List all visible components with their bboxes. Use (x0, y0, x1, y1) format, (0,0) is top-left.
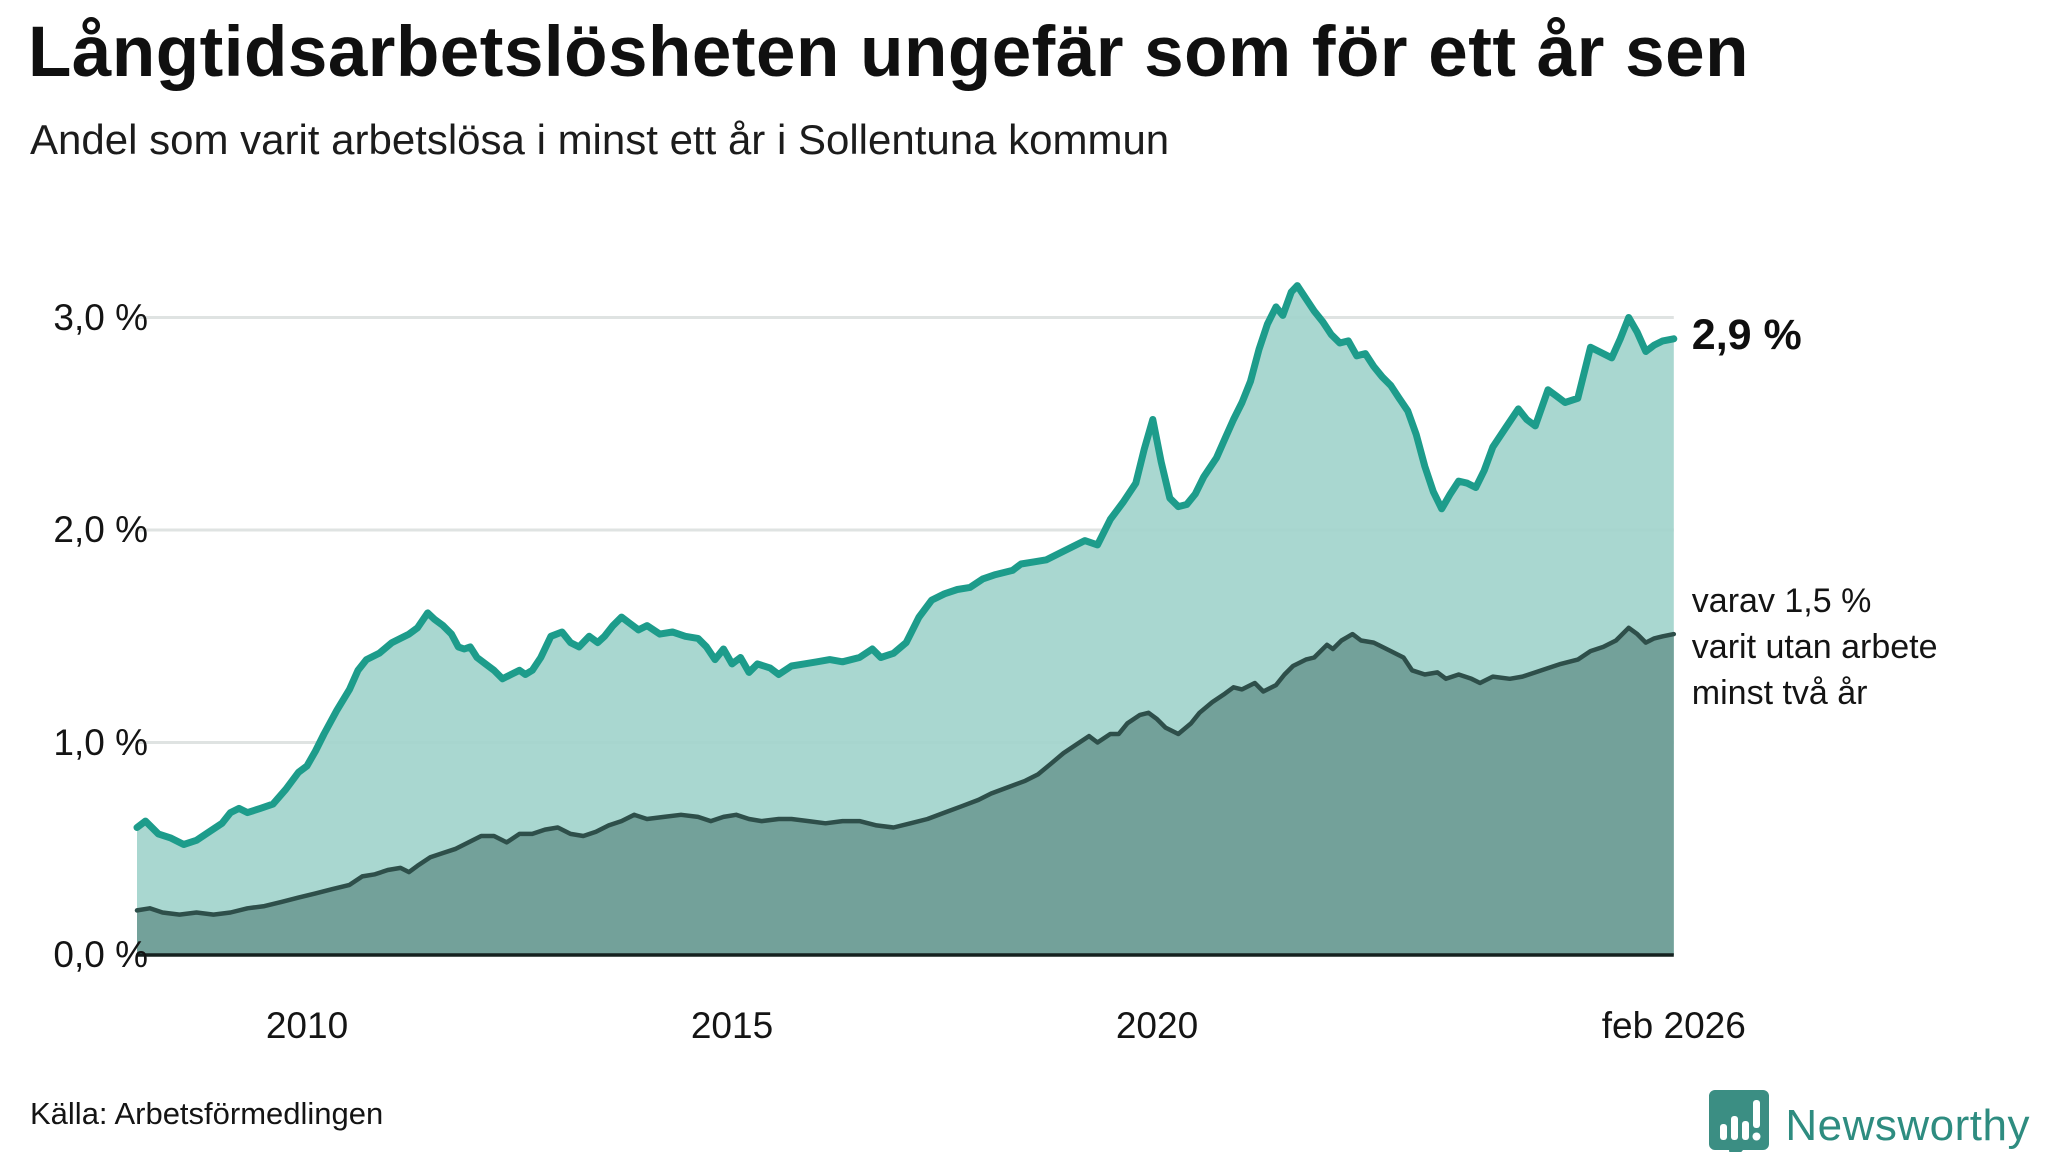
series2-annotation-line: varit utan arbete (1691, 628, 1938, 666)
newsworthy-barchart-pin-icon (1709, 1090, 1770, 1152)
newsworthy-brand: Newsworthy (1707, 1088, 2030, 1152)
series-line-1 (133, 282, 1678, 848)
series2-annotation-line: minst två år (1691, 674, 1868, 712)
chart-subtitle: Andel som varit arbetslösa i minst ett å… (30, 116, 1170, 163)
x-axis-tick-label: 2010 (265, 1005, 349, 1046)
series2-annotation-line: varav 1,5 % (1691, 582, 1872, 620)
series-area-2 (137, 627, 1674, 955)
y-axis-tick-label: 0,0 % (53, 934, 148, 975)
source-credit: Källa: Arbetsförmedlingen (30, 1096, 384, 1131)
series-line-2 (134, 625, 1677, 917)
x-axis-tick-label: 2015 (690, 1005, 774, 1046)
x-axis-tick-label: 2020 (1115, 1005, 1199, 1046)
chart-title: Långtidsarbetslösheten ungefär som för e… (28, 13, 1749, 92)
brand-name: Newsworthy (1785, 1101, 2030, 1150)
y-axis-tick-label: 1,0 % (53, 721, 148, 763)
series2-annotation: varav 1,5 % varit utan arbete minst två år (1692, 578, 1938, 716)
x-axis-tick-label: feb 2026 (1601, 1005, 1746, 1046)
y-axis-tick-label: 2,0 % (53, 509, 148, 550)
y-axis-tick-label: 3,0 % (53, 296, 148, 338)
series1-end-value-label: 2,9 % (1691, 310, 1802, 359)
